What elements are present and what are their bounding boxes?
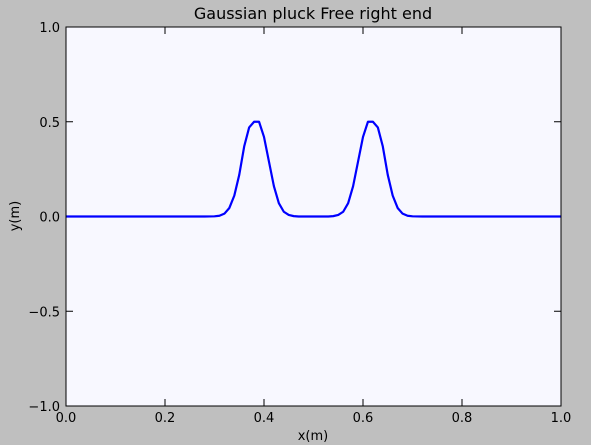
series-layer bbox=[66, 120, 561, 218]
y-axis-label: y(m) bbox=[8, 201, 23, 232]
plot-frame bbox=[65, 26, 562, 407]
x-tick-label: 0.6 bbox=[353, 411, 374, 426]
tick-labels: 0.0 0.2 0.4 0.6 0.8 1.0 −1.0 −0.5 0.0 0.5 1.0 bbox=[28, 21, 571, 426]
x-tick-label: 0.4 bbox=[254, 411, 275, 426]
x-tick-label: 0.8 bbox=[452, 411, 473, 426]
x-tick-label: 0.2 bbox=[155, 411, 176, 426]
y-tick-label: −0.5 bbox=[28, 305, 60, 320]
x-tick-label: 0.0 bbox=[56, 411, 77, 426]
chart-title: Gaussian pluck Free right end bbox=[194, 4, 432, 23]
y-tick-label: 0.5 bbox=[39, 116, 60, 131]
x-axis-label: x(m) bbox=[298, 429, 329, 444]
x-tick-label: 1.0 bbox=[551, 411, 572, 426]
y-tick-label: 1.0 bbox=[39, 21, 60, 36]
series-line-0 bbox=[66, 120, 561, 218]
y-tick-label: −1.0 bbox=[28, 400, 60, 415]
y-tick-label: 0.0 bbox=[39, 211, 60, 226]
